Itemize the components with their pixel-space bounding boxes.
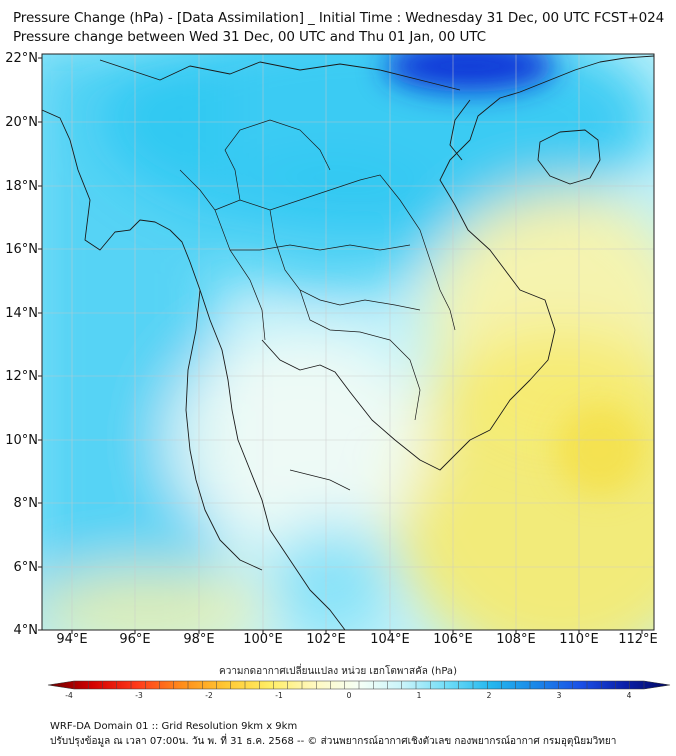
lon-label: 110°E bbox=[559, 632, 599, 647]
max-fall-core bbox=[555, 405, 645, 495]
footer-model-info: WRF-DA Domain 01 :: Grid Resolution 9km … bbox=[50, 721, 298, 732]
chart-title: Pressure Change (hPa) - [Data Assimilati… bbox=[13, 10, 665, 26]
lat-label: 10°N bbox=[5, 433, 38, 448]
lat-label: 4°N bbox=[13, 623, 39, 638]
lon-label: 102°E bbox=[306, 632, 346, 647]
mainland-coast bbox=[42, 109, 346, 630]
lat-label: 20°N bbox=[5, 115, 38, 130]
rise-zone-central bbox=[210, 160, 450, 300]
lon-label: 106°E bbox=[433, 632, 473, 647]
north-border bbox=[99, 59, 461, 91]
axis-ticks bbox=[38, 57, 643, 634]
hainan-island bbox=[537, 129, 601, 185]
lat-label: 16°N bbox=[5, 242, 38, 257]
gulf-of-tonkin bbox=[449, 99, 471, 161]
graticule bbox=[42, 54, 654, 630]
coastlines bbox=[42, 55, 654, 630]
colorbar bbox=[47, 680, 671, 690]
chart-subtitle: Pressure change between Wed 31 Dec, 00 U… bbox=[13, 29, 486, 45]
gulf-coast bbox=[261, 339, 491, 471]
lat-label: 14°N bbox=[5, 306, 38, 321]
colorbar-tick-label: -4 bbox=[65, 691, 73, 700]
lat-label: 18°N bbox=[5, 179, 38, 194]
colorbar-tick-label: -1 bbox=[275, 691, 283, 700]
fall-zone-southeast bbox=[390, 330, 654, 630]
footer-credit: ปรับปรุงข้อมูล ณ เวลา 07:00น. วัน พ. ที่… bbox=[50, 736, 617, 747]
lon-label: 96°E bbox=[119, 632, 151, 647]
colorbar-tick-label: 0 bbox=[346, 691, 352, 700]
lon-label: 94°E bbox=[56, 632, 88, 647]
lat-label: 6°N bbox=[13, 560, 39, 575]
map-frame bbox=[41, 53, 655, 631]
lon-label: 108°E bbox=[496, 632, 536, 647]
rise-zone-south bbox=[270, 520, 390, 630]
colorbar-tick-label: 2 bbox=[486, 691, 492, 700]
lat-label: 12°N bbox=[5, 369, 38, 384]
east-coast bbox=[439, 55, 654, 431]
lon-label: 98°E bbox=[183, 632, 215, 647]
west-peninsula-coast bbox=[185, 289, 263, 571]
lon-label: 100°E bbox=[243, 632, 283, 647]
colorbar-tick-label: 1 bbox=[416, 691, 422, 700]
colorbar-title: ความกดอากาศเปลี่ยนแปลง หน่วย เฮกโตพาสคัล… bbox=[219, 666, 457, 677]
lon-label: 112°E bbox=[618, 632, 658, 647]
lat-label: 22°N bbox=[5, 51, 38, 66]
max-rise-core bbox=[385, 54, 555, 92]
colorbar-tick-label: -3 bbox=[135, 691, 143, 700]
lat-label: 8°N bbox=[13, 496, 39, 511]
lon-label: 104°E bbox=[370, 632, 410, 647]
colorbar-tick-label: 3 bbox=[556, 691, 562, 700]
pressure-field bbox=[42, 54, 654, 630]
colorbar-tick-label: 4 bbox=[626, 691, 632, 700]
borders bbox=[179, 119, 456, 491]
fall-zone-southwest bbox=[42, 570, 270, 630]
colorbar-tick-label: -2 bbox=[205, 691, 213, 700]
